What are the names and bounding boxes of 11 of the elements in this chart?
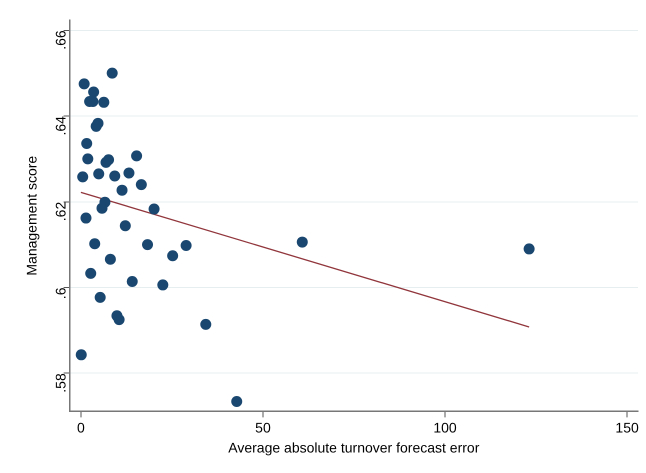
- x-tick-label: 100: [433, 420, 457, 436]
- y-tick-label: .64: [52, 116, 68, 136]
- y-tick-label: .66: [52, 30, 68, 50]
- x-tick-label: 150: [615, 420, 639, 436]
- x-axis-title: Average absolute turnover forecast error: [228, 439, 480, 456]
- y-tick-label: .58: [52, 373, 68, 393]
- y-tick-label: .62: [52, 202, 68, 222]
- x-tick-label: 50: [255, 420, 271, 436]
- y-tick-label: .6: [52, 287, 68, 300]
- x-tick-label: 0: [76, 420, 85, 436]
- y-axis-title: Management score: [23, 156, 40, 276]
